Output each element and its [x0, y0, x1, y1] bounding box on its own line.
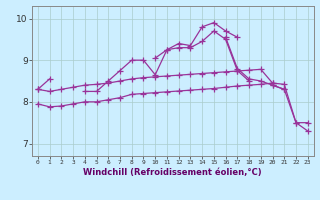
X-axis label: Windchill (Refroidissement éolien,°C): Windchill (Refroidissement éolien,°C) [84, 168, 262, 177]
